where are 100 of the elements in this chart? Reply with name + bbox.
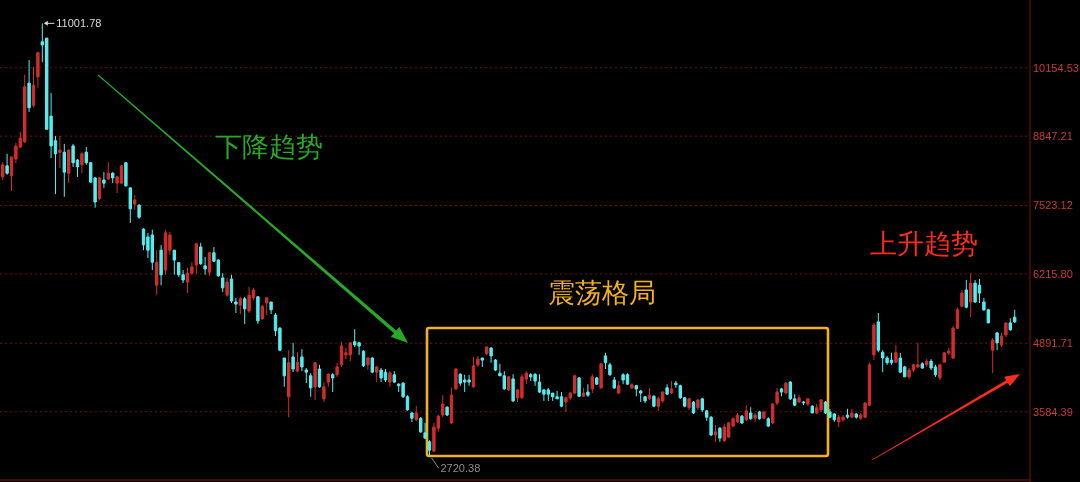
candlestick: [62, 143, 66, 198]
candlestick: [806, 397, 810, 407]
candlestick: [476, 355, 480, 368]
candlestick: [850, 408, 854, 419]
candlestick: [700, 397, 704, 413]
candlestick: [608, 362, 612, 377]
candlestick: [137, 203, 141, 220]
candlestick: [111, 171, 115, 184]
candlestick: [480, 357, 484, 368]
candlestick: [749, 406, 753, 421]
candlestick: [586, 383, 590, 398]
candlestick: [529, 372, 533, 382]
candlestick: [379, 367, 383, 383]
candlestick: [295, 351, 300, 373]
y-tick-label: 8847.21: [1033, 130, 1073, 143]
candlestick: [366, 356, 370, 371]
candlestick: [916, 342, 920, 369]
annotation: 震荡格局: [548, 276, 656, 308]
candlestick: [696, 398, 700, 411]
candlestick: [27, 59, 31, 113]
candlestick: [784, 381, 788, 395]
candlestick: [991, 337, 995, 374]
candlestick: [124, 161, 128, 188]
candlestick: [810, 404, 814, 414]
candlestick: [713, 424, 718, 443]
candlestick: [925, 358, 929, 368]
candlestick: [577, 376, 581, 398]
candlestick: [665, 383, 669, 396]
candlestick: [832, 412, 836, 423]
y-tick-label: 10154.53: [1033, 61, 1079, 74]
candlestick: [511, 373, 515, 403]
annotation: 2720.38: [440, 461, 481, 474]
candlestick: [564, 396, 568, 413]
candlestick: [969, 272, 973, 318]
candlestick: [964, 279, 968, 309]
candlestick: [652, 394, 656, 408]
candlestick: [669, 380, 674, 395]
y-tick-label: 6215.80: [1033, 267, 1073, 280]
candlestick: [507, 375, 511, 392]
candlestick: [687, 397, 691, 411]
candlestick: [238, 296, 242, 315]
candlestick: [603, 352, 608, 370]
candlestick: [427, 439, 432, 458]
candlestick: [889, 352, 894, 366]
candlestick: [159, 244, 163, 286]
candlestick: [58, 135, 62, 169]
candlestick: [740, 414, 744, 425]
candlestick: [247, 286, 251, 314]
candlestick: [489, 346, 493, 364]
candlestick: [243, 296, 247, 325]
candlestick: [309, 372, 313, 398]
candlestick: [718, 426, 722, 443]
candlestick: [225, 277, 229, 298]
candlestick: [172, 249, 176, 276]
candlestick: [815, 403, 819, 415]
candlestick: [370, 356, 374, 374]
candlestick: [80, 151, 84, 174]
candlestick: [106, 161, 110, 181]
candlestick: [819, 398, 823, 413]
candlestick: [445, 405, 449, 417]
candlestick: [388, 370, 392, 388]
candlestick: [102, 171, 106, 189]
annotation: 下降趋势: [215, 130, 323, 162]
candlestick: [960, 289, 964, 308]
candlestick: [973, 279, 977, 304]
candlestick: [410, 411, 414, 423]
candlestick: [797, 394, 801, 404]
candlestick: [872, 322, 876, 361]
candlestick: [269, 301, 273, 315]
candlestick: [335, 362, 339, 378]
candlestick: [36, 51, 40, 89]
candlestick: [256, 295, 260, 325]
candlestick: [282, 357, 286, 388]
candlestick: [520, 373, 524, 400]
candlestick: [265, 297, 269, 316]
candlestick: [647, 387, 652, 401]
candlestick: [762, 410, 766, 420]
candlestick: [876, 312, 880, 353]
candlestick: [612, 376, 616, 390]
candlestick: [599, 362, 603, 390]
candlestick: [766, 416, 770, 428]
candlestick: [5, 153, 9, 176]
candlestick: [414, 405, 418, 422]
candlestick: [313, 362, 317, 401]
candlestick: [841, 414, 845, 423]
candlestick: [31, 66, 36, 108]
candlestick: [454, 367, 458, 391]
candlestick: [221, 272, 225, 293]
candlestick: [744, 404, 748, 422]
candlestick: [375, 365, 379, 383]
candlestick: [881, 349, 885, 373]
candlestick: [938, 363, 942, 381]
candlestick: [348, 342, 352, 362]
y-tick-label: 3584.39: [1033, 405, 1073, 418]
candlestick: [617, 380, 621, 395]
candlestick: [920, 361, 924, 370]
candlestick: [630, 382, 634, 390]
candlestick: [845, 408, 850, 420]
candlestick: [485, 345, 489, 356]
candlestick: [133, 194, 137, 211]
